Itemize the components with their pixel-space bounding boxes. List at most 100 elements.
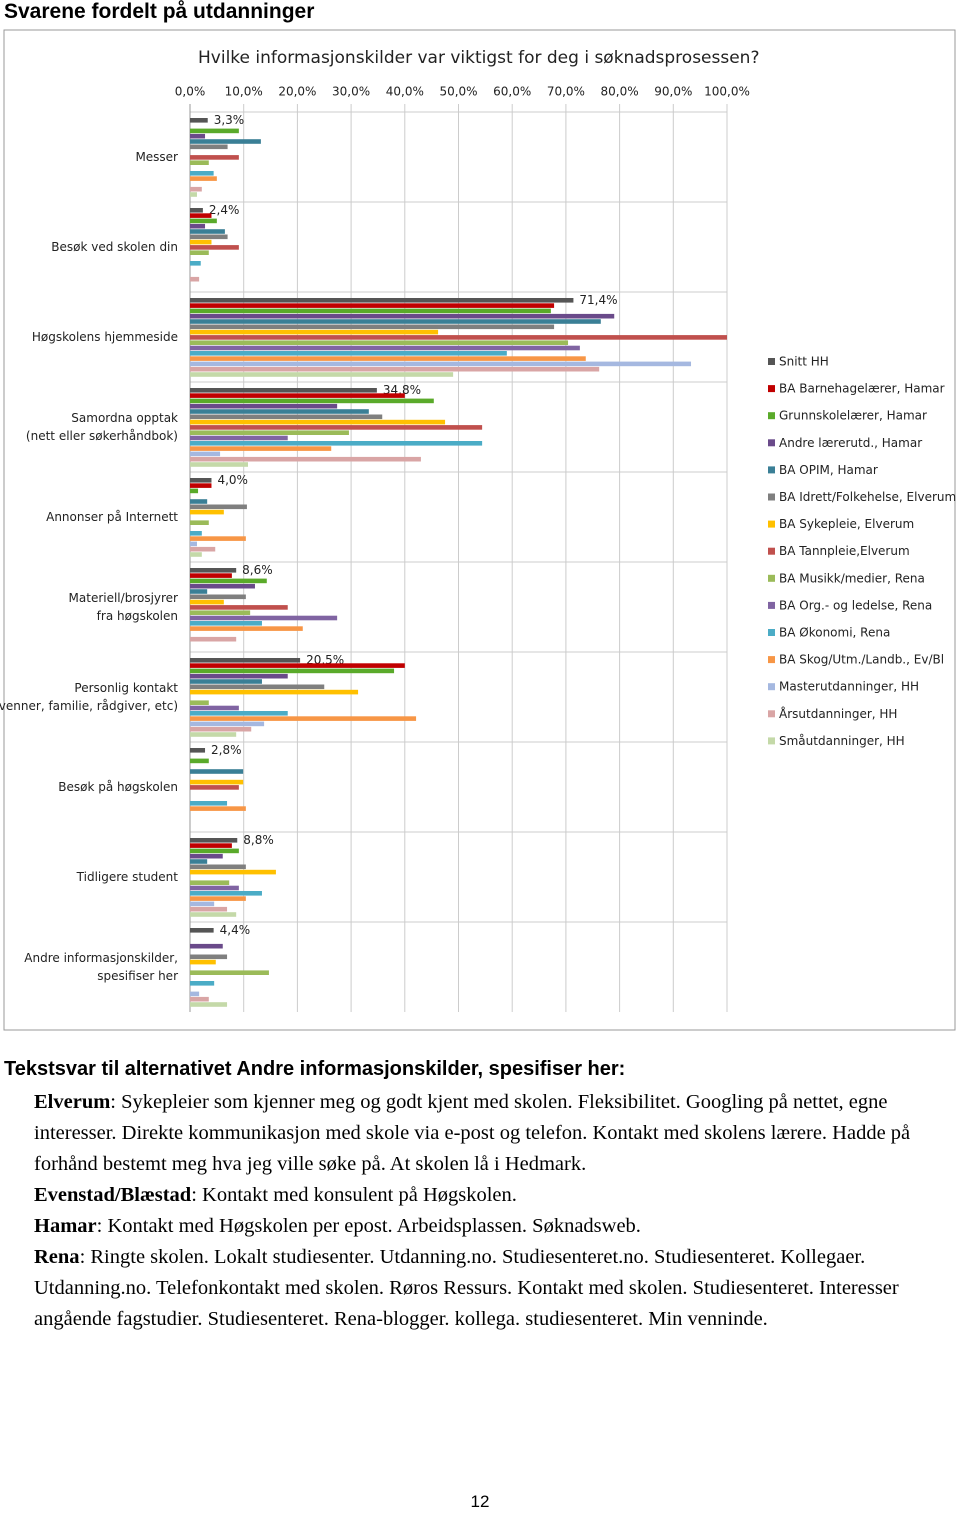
- bar: [190, 441, 483, 446]
- bar: [190, 345, 580, 351]
- bar: [190, 276, 200, 282]
- bar: [190, 711, 288, 716]
- legend-label: BA Org.- og ledelse, Rena: [779, 598, 932, 612]
- legend-label: BA Musikk/medier, Rena: [779, 571, 925, 585]
- category-label: Høgskolens hjemmeside: [32, 330, 178, 344]
- bar: [190, 700, 209, 705]
- bar: [190, 705, 239, 711]
- category-label: Annonser på Internett: [46, 510, 178, 524]
- bar: [190, 959, 216, 965]
- page-number: 12: [470, 1492, 490, 1511]
- bar: [190, 488, 199, 494]
- bar: [190, 176, 217, 181]
- place: Rena: [34, 1246, 80, 1268]
- bar: [190, 234, 228, 240]
- bar: [190, 541, 197, 547]
- bar: [190, 573, 232, 578]
- legend-label: Årsutdanninger, HH: [779, 706, 897, 721]
- chart-frame: [3, 29, 956, 1031]
- bar: [190, 435, 288, 441]
- bar: [190, 261, 201, 266]
- legend-label: Andre lærerutd., Hamar: [779, 436, 922, 450]
- bar: [190, 308, 551, 314]
- bar: [190, 885, 239, 891]
- bar: [190, 785, 239, 790]
- bar: [190, 446, 332, 451]
- x-tick-label: 60,0%: [493, 85, 531, 99]
- bar: [190, 991, 200, 997]
- category-label: Messer: [135, 150, 178, 164]
- data-label: 3,3%: [214, 113, 245, 127]
- bar: [190, 864, 246, 870]
- legend-swatch: [768, 656, 775, 664]
- bar: [190, 250, 209, 255]
- bar: [190, 896, 246, 901]
- category-label: Samordna opptak (nett eller søkerhåndbok): [26, 411, 178, 443]
- answer: : Kontakt med Høgskolen per epost. Arbei…: [96, 1215, 641, 1237]
- data-label: 8,6%: [242, 563, 273, 577]
- data-label: 2,4%: [209, 203, 240, 217]
- data-label: 4,0%: [217, 473, 248, 487]
- bar: [190, 636, 237, 642]
- chart: Hvilke informasjonskilder var viktigst f…: [0, 29, 956, 1031]
- legend-label: BA Sykepleie, Elverum: [779, 517, 914, 531]
- bar: [190, 303, 555, 308]
- bar: [190, 298, 574, 303]
- paragraph: Evenstad/Blæstad: Kontakt med konsulent …: [0, 1180, 960, 1211]
- x-tick-label: 50,0%: [439, 85, 477, 99]
- bar: [190, 133, 206, 139]
- bar: [190, 981, 215, 986]
- legend-label: BA Idrett/Folkehelse, Elverum: [779, 490, 956, 504]
- bar: [190, 186, 202, 192]
- legend-swatch: [768, 493, 775, 501]
- bar: [190, 970, 269, 975]
- bar: [190, 732, 237, 737]
- bar: [190, 483, 212, 488]
- bar: [190, 128, 239, 134]
- text-section: Tekstsvar til alternativet Andre informa…: [0, 1058, 960, 1335]
- paragraph: Hamar: Kontakt med Høgskolen per epost. …: [0, 1211, 960, 1242]
- bar: [190, 160, 209, 165]
- bar: [190, 171, 214, 176]
- legend-swatch: [768, 547, 775, 555]
- legend-swatch: [768, 466, 775, 474]
- bar: [190, 605, 288, 610]
- bar: [190, 853, 223, 859]
- bar: [190, 668, 395, 674]
- bar: [190, 239, 212, 245]
- bar: [190, 403, 338, 409]
- bar: [190, 351, 507, 356]
- x-tick-label: 10,0%: [225, 85, 263, 99]
- legend-label: BA Barnehagelærer, Hamar: [779, 382, 945, 396]
- x-tick-label: 80,0%: [601, 85, 639, 99]
- data-label: 2,8%: [211, 743, 242, 757]
- bar: [190, 589, 208, 594]
- category-label: Besøk ved skolen din: [51, 240, 178, 254]
- bar: [190, 626, 303, 631]
- bar: [190, 139, 261, 144]
- bar: [190, 769, 244, 774]
- bar: [190, 499, 208, 504]
- bar: [190, 583, 255, 589]
- category-label: Andre informasjonskilder, spesifiser her: [24, 951, 178, 983]
- x-tick-label: 20,0%: [278, 85, 316, 99]
- x-tick-label: 40,0%: [386, 85, 424, 99]
- bar: [190, 504, 247, 510]
- bar: [190, 208, 203, 213]
- bar: [190, 414, 383, 420]
- bar: [190, 663, 405, 668]
- x-tick-label: 70,0%: [547, 85, 585, 99]
- bar: [190, 361, 692, 367]
- bar: [190, 245, 239, 250]
- bar: [190, 409, 369, 414]
- answer: : Ringte skolen. Lokalt studiesenter. Ut…: [34, 1246, 899, 1330]
- category-label: Materiell/brosjyrer fra høgskolen: [69, 591, 179, 623]
- legend-label: Grunnskolelærer, Hamar: [779, 409, 927, 423]
- bar: [190, 568, 237, 573]
- bar: [190, 599, 224, 605]
- bar: [190, 366, 600, 372]
- bar: [190, 324, 555, 330]
- x-tick-label: 90,0%: [654, 85, 692, 99]
- bar: [190, 716, 417, 721]
- bar: [190, 388, 377, 393]
